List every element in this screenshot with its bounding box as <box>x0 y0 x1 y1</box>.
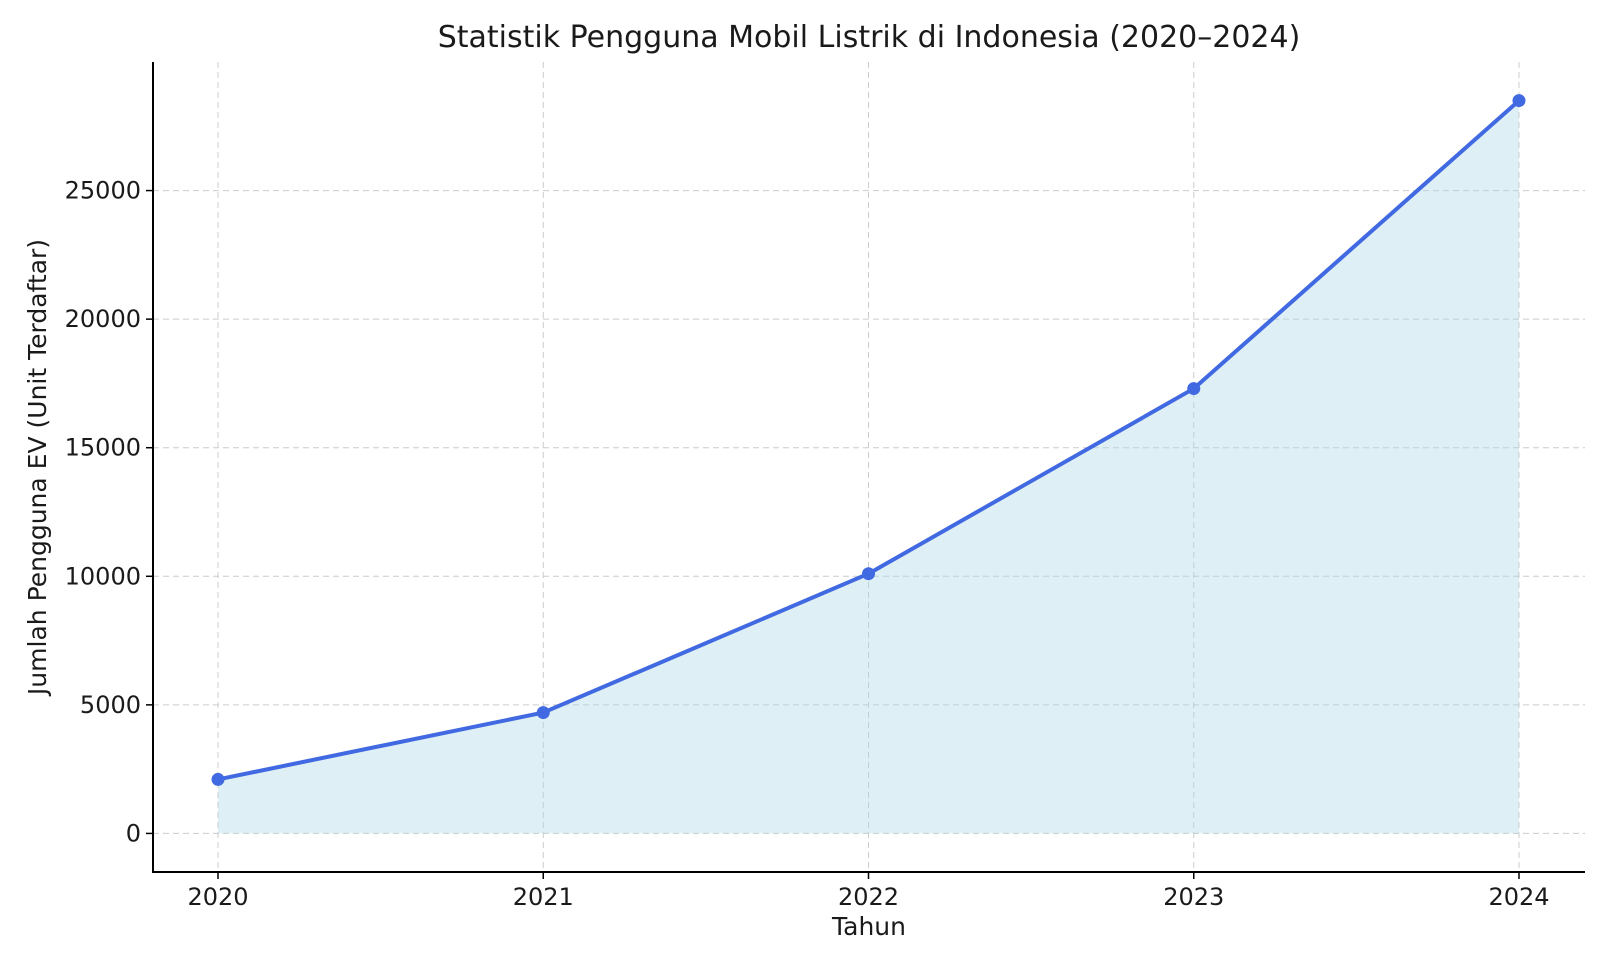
y-tick-label: 20000 <box>65 305 141 333</box>
data-point <box>862 567 875 581</box>
chart-title: Statistik Pengguna Mobil Listrik di Indo… <box>438 20 1301 55</box>
x-tick-label: 2021 <box>513 883 574 911</box>
y-tick-label: 15000 <box>65 434 141 462</box>
y-tick-label: 10000 <box>65 562 141 590</box>
x-tick-label: 2023 <box>1163 883 1224 911</box>
data-point <box>211 772 225 786</box>
area-fill <box>218 100 1519 834</box>
data-point-layer <box>211 94 1526 786</box>
grid <box>153 62 1585 872</box>
x-axis-label: Tahun <box>831 912 906 941</box>
y-tick-label: 5000 <box>80 691 141 719</box>
x-tick-label: 2022 <box>838 883 899 911</box>
y-tick-label: 25000 <box>65 177 141 205</box>
y-tick-label: 0 <box>126 819 141 847</box>
data-point <box>1187 382 1201 396</box>
area-fill-layer <box>218 100 1519 834</box>
data-point <box>536 706 550 720</box>
x-tick-label: 2024 <box>1488 883 1549 911</box>
data-point <box>1512 94 1526 108</box>
x-tick-label: 2020 <box>187 883 248 911</box>
ticks: 0 5000 10000 15000 20000 25000 2020 2021 2022 202… <box>65 177 1550 911</box>
y-axis-label: Jumlah Pengguna EV (Unit Terdaftar) <box>23 239 52 697</box>
